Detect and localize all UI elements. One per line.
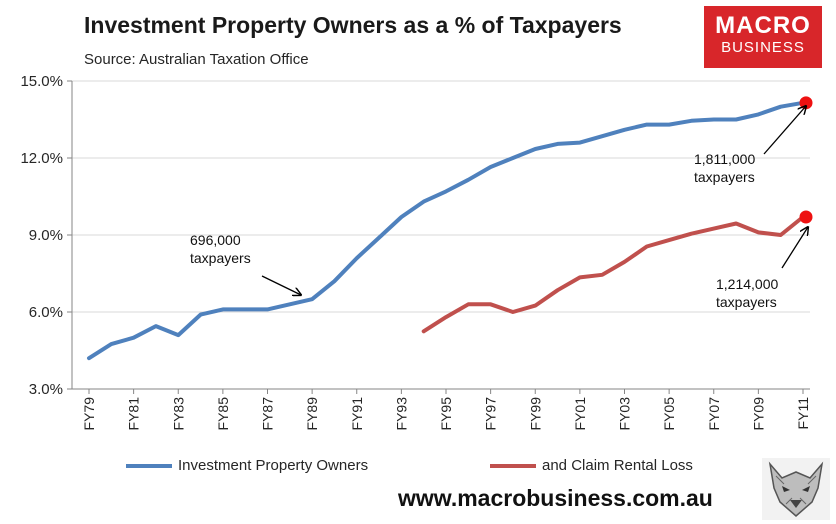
- x-tick-label-fy93: FY93: [393, 397, 409, 431]
- legend-item-claim-rental-loss: and Claim Rental Loss: [490, 457, 693, 474]
- x-tick-label-fy07: FY07: [706, 397, 722, 431]
- legend-label-2: and Claim Rental Loss: [542, 457, 693, 474]
- x-tick-label-fy83: FY83: [170, 397, 186, 431]
- annotation-0-value: 696,000: [190, 232, 241, 248]
- y-tick-label-2: 9.0%: [29, 227, 63, 244]
- chart-subtitle: Source: Australian Taxation Office: [84, 51, 309, 68]
- series-line-investment-property-owners: [87, 100, 805, 361]
- legend-label-1: Investment Property Owners: [178, 457, 369, 474]
- x-tick-label-fy03: FY03: [617, 397, 633, 431]
- x-tick-label-fy09: FY09: [750, 397, 766, 431]
- x-tick-label-fy05: FY05: [661, 397, 677, 431]
- annotation-1-arrow: [763, 106, 806, 155]
- annotation-1-label: taxpayers: [694, 169, 755, 185]
- x-tick-label-fy81: FY81: [126, 397, 142, 431]
- chart-title: Investment Property Owners as a % of Tax…: [84, 12, 622, 38]
- x-tick-label-fy01: FY01: [572, 397, 588, 431]
- x-tick-label-fy99: FY99: [527, 397, 543, 431]
- annotation-2-arrow: [781, 227, 808, 269]
- logo-line-1: MACRO: [715, 12, 811, 39]
- wolf-mascot-icon: [762, 458, 830, 520]
- annotation-0-label: taxpayers: [190, 250, 251, 266]
- annotation-2-value: 1,214,000: [716, 276, 778, 292]
- x-tick-label-fy97: FY97: [483, 397, 499, 431]
- y-tick-label-3: 12.0%: [20, 150, 63, 167]
- x-tick-label-fy87: FY87: [260, 397, 276, 431]
- legend-item-investment-property-owners: Investment Property Owners: [126, 457, 368, 474]
- x-tick-label-fy89: FY89: [304, 397, 320, 431]
- x-tick-label-fy85: FY85: [215, 397, 231, 431]
- end-marker-claim-rental-loss: [799, 210, 813, 224]
- series-line-claim-rental-loss: [421, 215, 805, 334]
- y-tick-label-0: 3.0%: [29, 381, 63, 398]
- annotation-2-label: taxpayers: [716, 294, 777, 310]
- macrobusiness-logo: MACRO BUSINESS: [704, 6, 822, 68]
- x-tick-label-fy91: FY91: [349, 397, 365, 431]
- annotation-0-arrow: [261, 275, 301, 295]
- y-tick-label-4: 15.0%: [20, 73, 63, 90]
- annotation-1-value: 1,811,000: [694, 151, 755, 167]
- logo-line-2: BUSINESS: [721, 39, 805, 56]
- x-tick-label-fy79: FY79: [81, 397, 97, 431]
- x-tick-label-fy11: FY11: [795, 397, 811, 430]
- x-tick-label-fy95: FY95: [438, 397, 454, 431]
- website-url: www.macrobusiness.com.au: [398, 485, 713, 511]
- end-marker-investment-property-owners: [799, 96, 813, 110]
- y-tick-label-1: 6.0%: [29, 304, 63, 321]
- legend-swatch-red: [490, 463, 536, 468]
- legend-swatch-blue: [126, 463, 172, 468]
